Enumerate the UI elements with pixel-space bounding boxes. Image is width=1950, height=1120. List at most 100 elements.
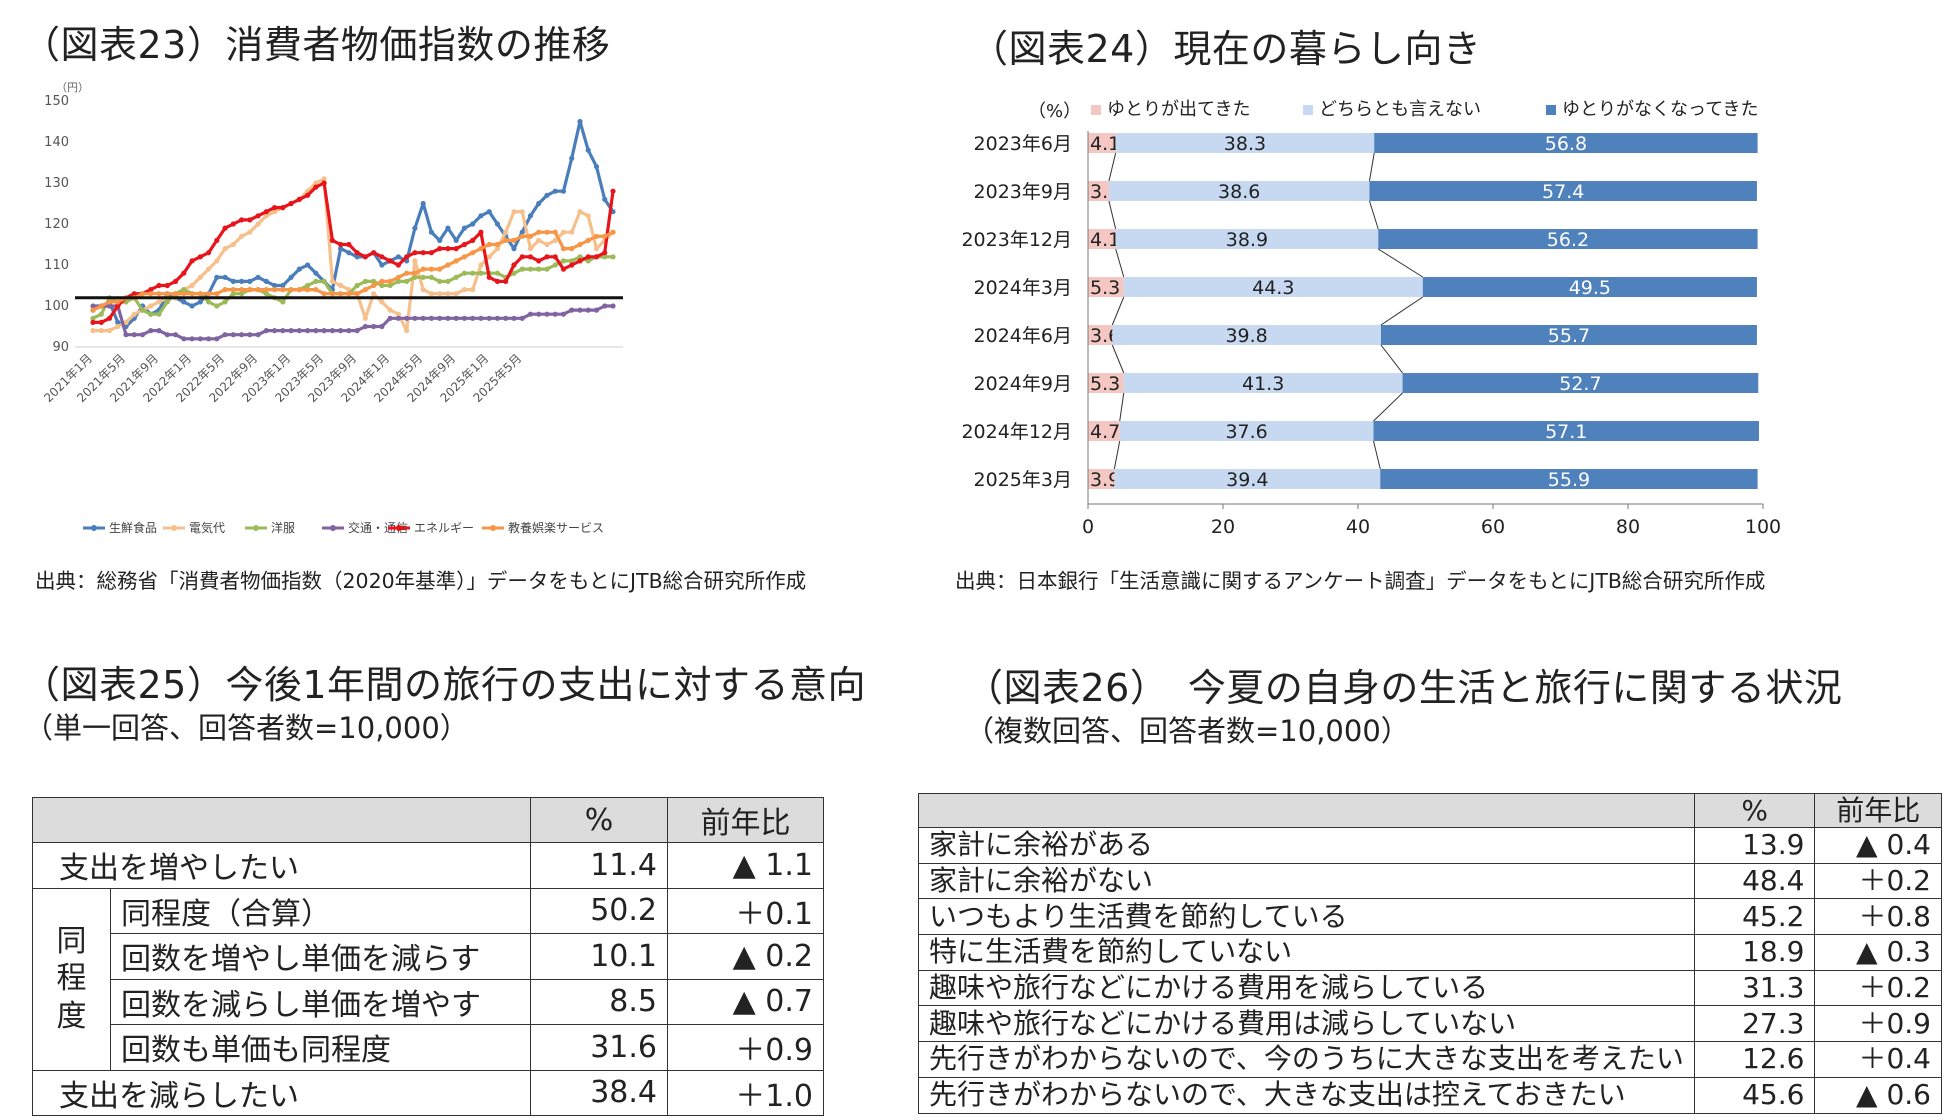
data-point — [395, 254, 401, 260]
data-point — [552, 262, 558, 268]
data-point — [461, 225, 468, 231]
data-point — [511, 262, 517, 268]
data-point — [437, 315, 443, 321]
data-point — [338, 241, 344, 248]
data-point — [329, 237, 335, 243]
data-point — [148, 311, 154, 317]
legend-label: 生鮮食品 — [109, 520, 157, 535]
category-label: 2024年3月 — [974, 277, 1072, 299]
data-point — [222, 246, 228, 252]
data-point — [536, 229, 542, 235]
data-point — [387, 282, 393, 289]
data-point — [156, 311, 162, 317]
data-point — [437, 237, 443, 243]
bar-segment — [1088, 373, 1124, 393]
data-point — [321, 176, 327, 182]
series-2 — [90, 254, 616, 321]
x-tick-label: 20 — [1211, 516, 1235, 538]
legend-swatch — [1091, 105, 1101, 115]
row-label: 先行きがわからないので、大きな支出は控えておきたい — [918, 1076, 1695, 1114]
data-point — [371, 250, 377, 256]
row-label: 支出を増やしたい — [32, 842, 531, 889]
row-label: 家計に余裕がある — [918, 827, 1695, 864]
data-point — [98, 328, 104, 334]
data-point — [230, 287, 236, 293]
data-point — [230, 221, 236, 227]
header-yoy: 前年比 — [1814, 793, 1942, 828]
data-point — [486, 254, 492, 260]
data-point — [519, 229, 525, 235]
data-point — [445, 291, 451, 297]
data-point — [593, 307, 600, 313]
data-point — [90, 319, 96, 325]
data-point — [189, 291, 195, 297]
data-point — [280, 282, 286, 289]
data-point — [552, 237, 558, 243]
legend-entry: 生鮮食品 — [83, 520, 157, 535]
data-point — [437, 266, 443, 272]
data-point — [470, 287, 476, 293]
bar-segment — [1374, 133, 1758, 153]
data-point — [420, 250, 426, 256]
bar-segment — [1088, 421, 1120, 441]
data-point — [461, 270, 468, 276]
data-point — [296, 287, 302, 293]
data-label: 5.3 — [1090, 277, 1120, 299]
header-pct: % — [1693, 793, 1816, 828]
row-yoy: ▲ 1.1 — [667, 842, 824, 889]
data-point — [189, 303, 195, 309]
data-point — [305, 287, 311, 293]
data-point — [379, 323, 385, 330]
legend-marker — [490, 525, 496, 531]
data-point — [280, 287, 286, 293]
fig26-title: （図表26） 今夏の自身の生活と旅行に関する状況 — [965, 666, 1843, 710]
category-label: 2023年6月 — [974, 133, 1072, 155]
data-point — [214, 291, 220, 297]
data-point — [321, 278, 327, 284]
row-yoy: ▲ 0.7 — [667, 978, 824, 1025]
data-point — [288, 287, 294, 293]
data-point — [205, 266, 212, 272]
legend-marker — [171, 525, 177, 531]
table-row: 同 程 度 同程度（合算） 50.2 ＋0.1 — [32, 887, 824, 1071]
data-point — [494, 315, 501, 321]
data-point — [255, 332, 261, 338]
bar-segment — [1119, 421, 1374, 441]
data-point — [230, 278, 236, 284]
data-point — [354, 250, 360, 256]
unit-label: （%） — [1028, 101, 1081, 122]
data-point — [602, 254, 608, 260]
data-point — [610, 303, 616, 309]
data-point — [238, 332, 245, 338]
series-4 — [90, 180, 616, 325]
data-point — [371, 278, 377, 284]
data-point — [395, 262, 401, 268]
data-point — [263, 328, 269, 334]
row-pct: 27.3 — [1693, 1005, 1816, 1043]
data-point — [123, 332, 129, 338]
row-label: 家計に余裕がない — [918, 862, 1695, 900]
data-point — [139, 307, 146, 313]
data-point — [420, 287, 426, 293]
y-tick-label: 150 — [44, 94, 69, 109]
data-point — [569, 258, 575, 264]
data-point — [428, 274, 435, 280]
data-point — [437, 278, 443, 284]
data-point — [560, 188, 567, 194]
data-point — [131, 311, 137, 317]
data-point — [503, 229, 509, 235]
data-point — [420, 266, 426, 272]
data-point — [602, 196, 608, 202]
data-label: 41.3 — [1242, 373, 1284, 395]
series-3 — [90, 303, 616, 342]
data-point — [305, 328, 311, 334]
series-line — [92, 230, 614, 312]
data-point — [238, 291, 245, 297]
data-point — [189, 336, 195, 342]
data-point — [387, 315, 393, 321]
series-line — [93, 304, 613, 341]
series-connector — [1380, 296, 1424, 326]
data-point — [486, 274, 492, 280]
data-point — [181, 270, 187, 276]
data-point — [156, 328, 162, 334]
